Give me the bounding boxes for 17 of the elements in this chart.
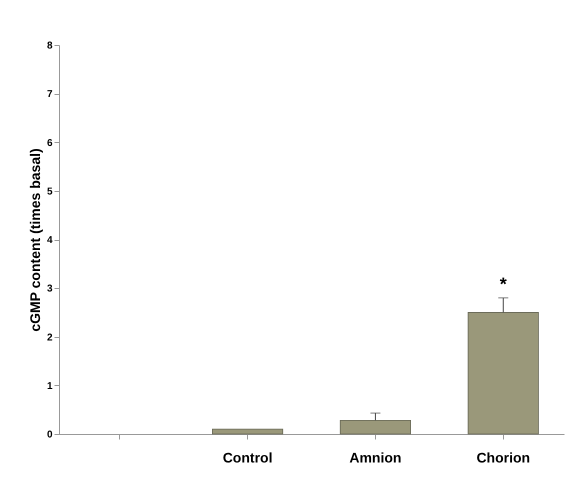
y-axis-title: cGMP content (times basal) <box>26 148 43 332</box>
y-tick-label: 4 <box>46 235 53 246</box>
y-tick-label: 6 <box>46 138 53 149</box>
y-tick-label: 7 <box>46 89 53 100</box>
y-tick-label: 8 <box>46 40 53 52</box>
y-tick-label: 5 <box>46 186 53 198</box>
x-tick-label: Chorion <box>476 450 530 466</box>
y-tick-label: 1 <box>46 380 53 392</box>
y-tick-label: 3 <box>46 284 53 295</box>
bar <box>212 428 284 434</box>
x-tick-label: Control <box>222 450 272 466</box>
bar <box>340 420 411 434</box>
y-tick-label: 0 <box>46 430 53 440</box>
x-tick-label: Amnion <box>349 450 402 466</box>
annotation: * <box>500 274 507 294</box>
y-tick-label: 2 <box>46 332 53 344</box>
bar <box>468 312 539 434</box>
